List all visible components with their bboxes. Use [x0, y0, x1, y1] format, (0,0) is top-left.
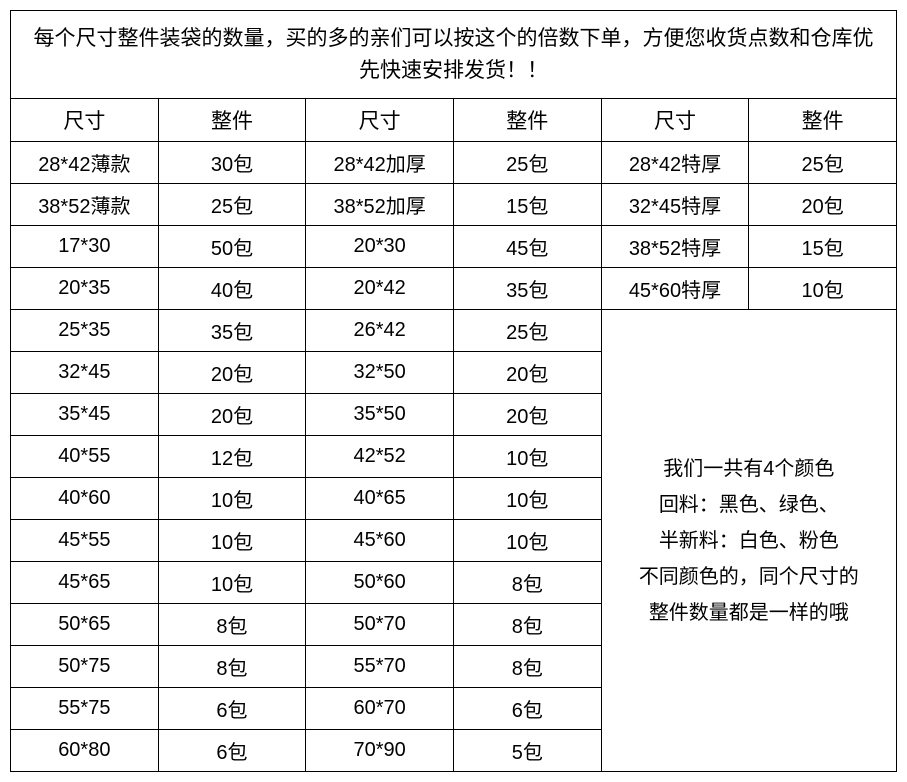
note-line-3: 半新料：白色、粉色 [622, 523, 876, 559]
cell-qty: 10包 [453, 520, 601, 562]
color-note: 我们一共有4个颜色 回料：黑色、绿色、 半新料：白色、粉色 不同颜色的，同个尺寸… [601, 310, 896, 772]
cell-qty: 20包 [453, 394, 601, 436]
cell-size: 50*70 [306, 604, 454, 646]
cell-size: 60*70 [306, 688, 454, 730]
cell-qty: 8包 [158, 646, 306, 688]
table-row: 17*30 50包 20*30 45包 38*52特厚 15包 [11, 226, 897, 268]
cell-qty: 50包 [158, 226, 306, 268]
note-line-5: 整件数量都是一样的哦 [622, 595, 876, 631]
header-size-3: 尺寸 [601, 99, 749, 142]
table-row: 25*35 35包 26*42 25包 我们一共有4个颜色 回料：黑色、绿色、 … [11, 310, 897, 352]
cell-size: 55*70 [306, 646, 454, 688]
cell-size: 45*60特厚 [601, 268, 749, 310]
header-size-2: 尺寸 [306, 99, 454, 142]
cell-qty: 25包 [749, 142, 897, 184]
cell-size: 38*52薄款 [11, 184, 159, 226]
cell-size: 40*65 [306, 478, 454, 520]
cell-size: 60*80 [11, 730, 159, 772]
cell-qty: 12包 [158, 436, 306, 478]
cell-qty: 30包 [158, 142, 306, 184]
cell-qty: 20包 [158, 394, 306, 436]
cell-size: 45*55 [11, 520, 159, 562]
cell-qty: 40包 [158, 268, 306, 310]
cell-size: 50*75 [11, 646, 159, 688]
header-package-2: 整件 [453, 99, 601, 142]
cell-qty: 35包 [158, 310, 306, 352]
cell-qty: 10包 [158, 562, 306, 604]
cell-qty: 10包 [158, 478, 306, 520]
cell-qty: 25包 [453, 142, 601, 184]
cell-size: 35*45 [11, 394, 159, 436]
cell-size: 38*52加厚 [306, 184, 454, 226]
cell-size: 42*52 [306, 436, 454, 478]
cell-qty: 20包 [158, 352, 306, 394]
header-row: 尺寸 整件 尺寸 整件 尺寸 整件 [11, 99, 897, 142]
cell-qty: 45包 [453, 226, 601, 268]
cell-size: 26*42 [306, 310, 454, 352]
cell-qty: 8包 [453, 646, 601, 688]
cell-qty: 6包 [158, 688, 306, 730]
cell-size: 28*42特厚 [601, 142, 749, 184]
header-package-1: 整件 [158, 99, 306, 142]
note-line-1: 我们一共有4个颜色 [622, 451, 876, 487]
cell-qty: 8包 [453, 562, 601, 604]
cell-qty: 10包 [453, 436, 601, 478]
cell-qty: 10包 [158, 520, 306, 562]
cell-size: 55*75 [11, 688, 159, 730]
cell-size: 28*42薄款 [11, 142, 159, 184]
cell-size: 32*45特厚 [601, 184, 749, 226]
cell-size: 17*30 [11, 226, 159, 268]
table-row: 28*42薄款 30包 28*42加厚 25包 28*42特厚 25包 [11, 142, 897, 184]
cell-qty: 8包 [453, 604, 601, 646]
table-title: 每个尺寸整件装袋的数量，买的多的亲们可以按这个的倍数下单，方便您收货点数和仓库优… [11, 11, 897, 99]
header-size-1: 尺寸 [11, 99, 159, 142]
cell-size: 70*90 [306, 730, 454, 772]
cell-qty: 6包 [158, 730, 306, 772]
note-line-2: 回料：黑色、绿色、 [622, 487, 876, 523]
cell-size: 20*42 [306, 268, 454, 310]
cell-qty: 10包 [453, 478, 601, 520]
cell-qty: 15包 [749, 226, 897, 268]
cell-size: 38*52特厚 [601, 226, 749, 268]
note-line-4: 不同颜色的，同个尺寸的 [622, 559, 876, 595]
cell-qty: 25包 [158, 184, 306, 226]
title-row: 每个尺寸整件装袋的数量，买的多的亲们可以按这个的倍数下单，方便您收货点数和仓库优… [11, 11, 897, 99]
cell-size: 32*45 [11, 352, 159, 394]
cell-size: 45*60 [306, 520, 454, 562]
table-row: 38*52薄款 25包 38*52加厚 15包 32*45特厚 20包 [11, 184, 897, 226]
packaging-table: 每个尺寸整件装袋的数量，买的多的亲们可以按这个的倍数下单，方便您收货点数和仓库优… [10, 10, 897, 772]
cell-size: 45*65 [11, 562, 159, 604]
cell-qty: 20包 [453, 352, 601, 394]
cell-size: 32*50 [306, 352, 454, 394]
cell-size: 28*42加厚 [306, 142, 454, 184]
cell-qty: 8包 [158, 604, 306, 646]
cell-qty: 10包 [749, 268, 897, 310]
cell-size: 20*35 [11, 268, 159, 310]
cell-size: 25*35 [11, 310, 159, 352]
cell-qty: 15包 [453, 184, 601, 226]
cell-size: 40*60 [11, 478, 159, 520]
cell-size: 50*60 [306, 562, 454, 604]
cell-size: 50*65 [11, 604, 159, 646]
cell-qty: 6包 [453, 688, 601, 730]
cell-qty: 35包 [453, 268, 601, 310]
cell-qty: 5包 [453, 730, 601, 772]
cell-qty: 25包 [453, 310, 601, 352]
header-package-3: 整件 [749, 99, 897, 142]
cell-qty: 20包 [749, 184, 897, 226]
cell-size: 35*50 [306, 394, 454, 436]
cell-size: 20*30 [306, 226, 454, 268]
cell-size: 40*55 [11, 436, 159, 478]
table-row: 20*35 40包 20*42 35包 45*60特厚 10包 [11, 268, 897, 310]
